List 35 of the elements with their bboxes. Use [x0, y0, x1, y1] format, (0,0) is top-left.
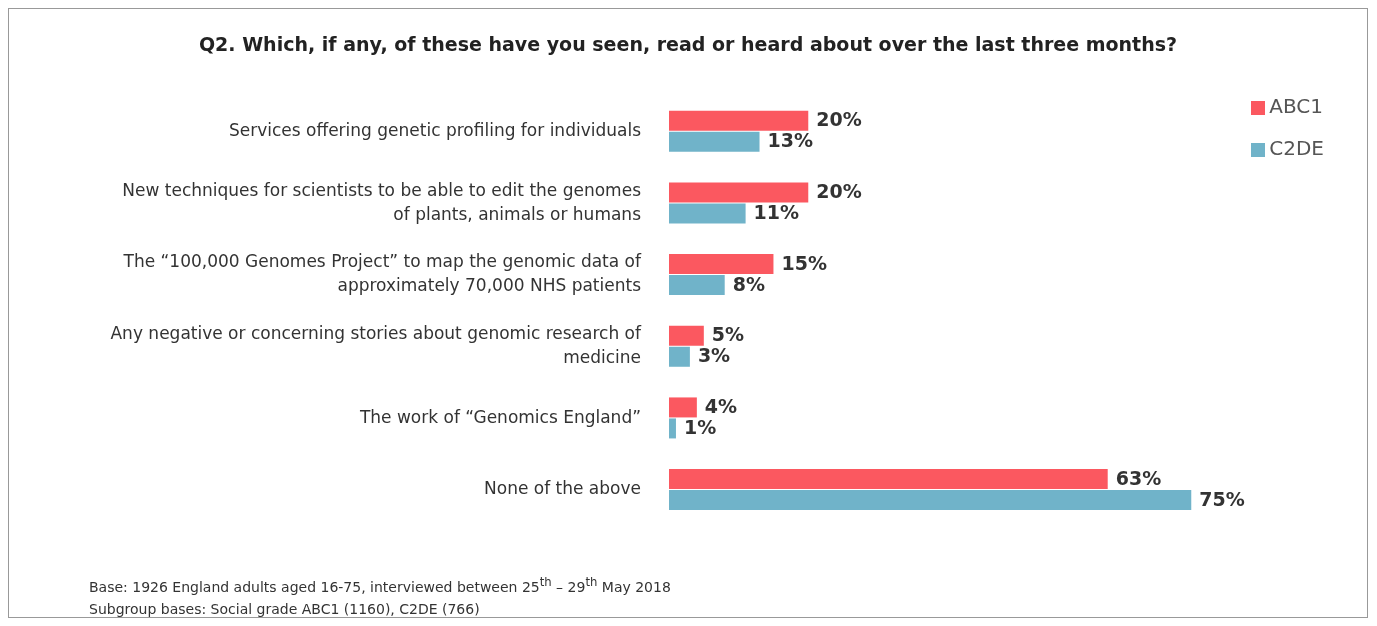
data-label: 4% — [704, 394, 738, 417]
bar — [669, 397, 697, 418]
legend-label: C2DE — [1269, 136, 1324, 160]
data-label: 20% — [816, 108, 862, 131]
data-label: 11% — [753, 200, 800, 223]
data-label: 13% — [767, 129, 814, 152]
data-label: 3% — [697, 344, 731, 367]
bar — [669, 469, 1108, 490]
y-tick-label: The work of “Genomics England” — [358, 406, 641, 427]
y-tick-label: The “100,000 Genomes Project” to map the genomic data of approximately 70,000 NHS patients — [122, 251, 643, 296]
bar — [669, 325, 704, 346]
chart-title: Q2. Which, if any, of these have you seen, read or heard about over the last three months? — [197, 33, 1179, 55]
data-label: 8% — [732, 272, 765, 295]
legend-label: ABC1 — [1269, 94, 1324, 118]
bar — [669, 203, 746, 224]
y-tick-label: New techniques for scientists to be able to edit the genomes of plants, animals or humans — [122, 179, 642, 224]
data-label: 75% — [1199, 487, 1245, 510]
data-label: 20% — [816, 179, 862, 202]
bar — [669, 346, 690, 367]
bar — [669, 182, 809, 203]
bar — [669, 110, 809, 131]
data-label: 15% — [781, 251, 827, 274]
data-label: 1% — [683, 415, 717, 438]
bar — [669, 418, 676, 439]
bar — [669, 131, 760, 152]
data-label: 5% — [711, 323, 745, 346]
bar — [669, 490, 1192, 511]
text: Base: 1926 England adults aged 16-75, interviewed between 25$^{th}$ – 29$^{th}$ May 2018 — [89, 574, 671, 597]
y-tick-label: None of the above — [484, 478, 641, 499]
data-label: 63% — [1115, 466, 1162, 489]
y-tick-label: Any negative or concerning stories about genomic research of medicine — [110, 322, 642, 367]
bar — [669, 275, 725, 296]
text: Subgroup bases: Social grade ABC1 (1160), C2DE (766) — [89, 599, 481, 619]
bar — [669, 254, 774, 275]
y-tick-label: Services offering genetic profiling for individuals — [228, 119, 642, 140]
